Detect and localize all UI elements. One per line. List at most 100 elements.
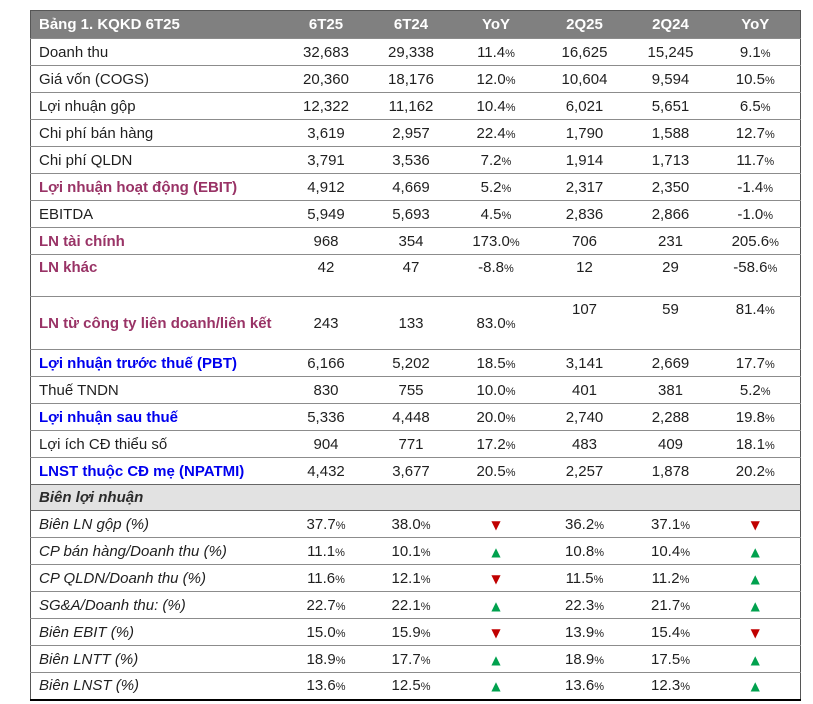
value-cell: 5,202 <box>368 349 454 377</box>
value-cell: 4,432 <box>283 457 369 485</box>
value-cell: 5,693 <box>368 200 454 228</box>
trend-cell: ▲ <box>453 591 539 619</box>
trend-cell: ▼ <box>453 564 539 592</box>
value-cell: 5.2% <box>710 376 801 404</box>
value-cell: 5,949 <box>283 200 369 228</box>
percent-sign: % <box>420 546 431 559</box>
percent-sign: % <box>680 600 690 613</box>
row-label: Thuế TNDN <box>30 376 284 404</box>
value-cell: 13.6% <box>538 672 631 700</box>
value-cell: 47 <box>368 254 454 297</box>
value-cell: 2,669 <box>630 349 711 377</box>
percent-sign: % <box>505 128 516 141</box>
row-label: Biên LN gộp (%) <box>30 510 284 538</box>
trend-cell: ▼ <box>453 618 539 646</box>
row-label: Lợi ích CĐ thiểu số <box>30 430 284 458</box>
value-cell: 36.2% <box>538 510 631 538</box>
row-label: SG&A/Doanh thu: (%) <box>30 591 284 619</box>
value-cell: 381 <box>630 376 711 404</box>
column-header-yoy-2: YoY <box>710 10 801 39</box>
value-cell: 32,683 <box>283 38 369 66</box>
percent-sign: % <box>501 155 512 168</box>
trend-cell: ▲ <box>453 645 539 673</box>
value-cell: 11.4% <box>453 38 539 66</box>
row-label: LN khác <box>30 254 284 297</box>
value-cell: 18.1% <box>710 430 801 458</box>
down-triangle-icon: ▼ <box>491 571 501 586</box>
value-cell: 21.7% <box>630 591 711 619</box>
table-row: Chi phí bán hàng 3,619 2,957 22.4% 1,790 1,58… <box>30 119 801 147</box>
percent-sign: % <box>505 318 516 331</box>
table-row: LN khác 42 47 -8.8% 12 29 -58.6% <box>30 254 801 297</box>
value-cell: -58.6% <box>710 254 801 297</box>
down-triangle-icon: ▼ <box>750 625 760 640</box>
column-header-2q24: 2Q24 <box>630 10 711 39</box>
table-row: Biên LN gộp (%) 37.7% 38.0% ▼ 36.2% 37.1% ▼ <box>30 510 801 538</box>
percent-sign: % <box>764 412 775 425</box>
value-cell: 20,360 <box>283 65 369 93</box>
percent-sign: % <box>501 209 512 222</box>
value-cell: 59 <box>630 296 711 350</box>
value-cell: 173.0% <box>453 227 539 255</box>
percent-sign: % <box>769 236 779 249</box>
table-row: CP QLDN/Doanh thu (%) 11.6% 12.1% ▼ 11.5% 11.… <box>30 564 801 592</box>
percent-sign: % <box>764 439 775 452</box>
trend-cell: ▼ <box>710 618 801 646</box>
value-cell: 22.1% <box>368 591 454 619</box>
trend-cell: ▲ <box>710 591 801 619</box>
value-cell: 5,651 <box>630 92 711 120</box>
value-cell: 968 <box>283 227 369 255</box>
table-row: Biên EBIT (%) 15.0% 15.9% ▼ 13.9% 15.4% ▼ <box>30 618 801 646</box>
percent-sign: % <box>764 358 775 371</box>
table-row: Biên LNST (%) 13.6% 12.5% ▲ 13.6% 12.3% ▲ <box>30 672 801 700</box>
value-cell: 9,594 <box>630 65 711 93</box>
value-cell: 38.0% <box>368 510 454 538</box>
table-row: Lợi nhuận sau thuế 5,336 4,448 20.0% 2,740 2,… <box>30 403 801 431</box>
value-cell: 409 <box>630 430 711 458</box>
percent-sign: % <box>680 654 690 667</box>
up-triangle-icon: ▲ <box>750 544 760 559</box>
row-label: Biên EBIT (%) <box>30 618 284 646</box>
value-cell: 18.9% <box>538 645 631 673</box>
value-cell: 4,448 <box>368 403 454 431</box>
table-row: Biên LNTT (%) 18.9% 17.7% ▲ 18.9% 17.5% ▲ <box>30 645 801 673</box>
value-cell: 13.6% <box>283 672 369 700</box>
value-cell: -8.8% <box>453 254 539 297</box>
value-cell: 3,677 <box>368 457 454 485</box>
percent-sign: % <box>420 681 431 694</box>
percent-sign: % <box>335 546 345 559</box>
value-cell: 15,245 <box>630 38 711 66</box>
percent-sign: % <box>504 263 514 275</box>
value-cell: 3,536 <box>368 146 454 174</box>
percent-sign: % <box>420 627 431 640</box>
value-cell: 18.9% <box>283 645 369 673</box>
percent-sign: % <box>335 627 346 640</box>
value-cell: 18.5% <box>453 349 539 377</box>
percent-sign: % <box>594 654 604 667</box>
value-cell: 12 <box>538 254 631 297</box>
row-label: Giá vốn (COGS) <box>30 65 284 93</box>
trend-cell: ▲ <box>453 537 539 565</box>
table-row: Lợi nhuận gộp 12,322 11,162 10.4% 6,021 5,651… <box>30 92 801 120</box>
table-row: Lợi ích CĐ thiểu số 904 771 17.2% 483 409 18.1… <box>30 430 801 458</box>
row-label: Doanh thu <box>30 38 284 66</box>
percent-sign: % <box>680 681 690 694</box>
value-cell: 20.2% <box>710 457 801 485</box>
table-row: LN tài chính 968 354 173.0% 706 231 205.6% <box>30 227 801 255</box>
percent-sign: % <box>505 466 516 479</box>
value-cell: 2,288 <box>630 403 711 431</box>
value-cell: 5.2% <box>453 173 539 201</box>
percent-sign: % <box>764 305 775 317</box>
percent-sign: % <box>764 128 775 141</box>
percent-sign: % <box>420 573 431 586</box>
percent-sign: % <box>679 573 690 586</box>
value-cell: 22.4% <box>453 119 539 147</box>
percent-sign: % <box>767 263 778 275</box>
value-cell: 12,322 <box>283 92 369 120</box>
table-row: Thuế TNDN 830 755 10.0% 401 381 5.2% <box>30 376 801 404</box>
value-cell: 10.0% <box>453 376 539 404</box>
value-cell: 107 <box>538 296 631 350</box>
percent-sign: % <box>760 47 771 60</box>
percent-sign: % <box>505 385 516 398</box>
value-cell: 10.5% <box>710 65 801 93</box>
